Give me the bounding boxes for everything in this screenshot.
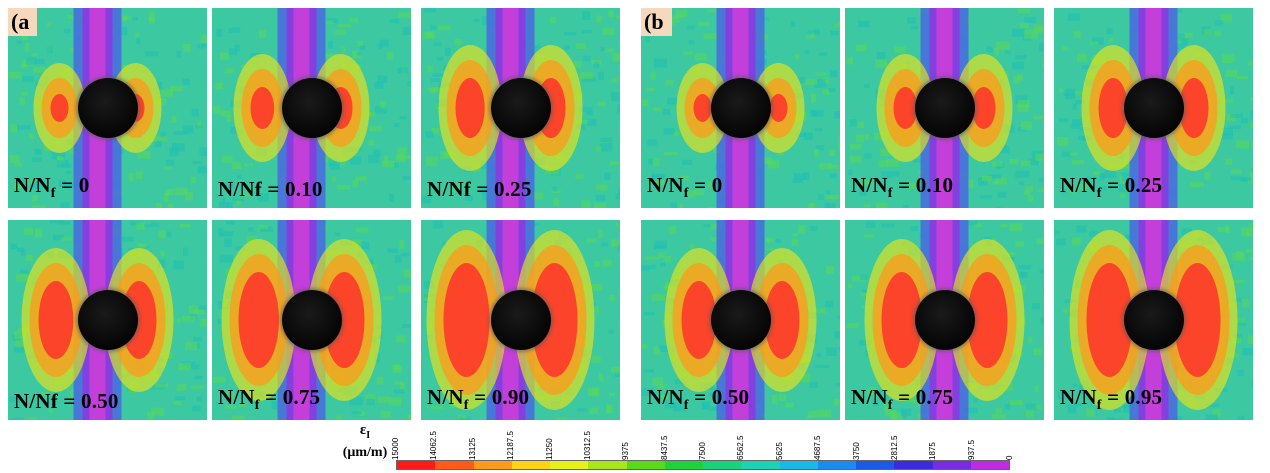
cycle-ratio-label: N/Nf = 0.75	[218, 384, 321, 413]
group-a-panel-1: N/Nf = 0	[8, 8, 207, 208]
legend-unit: (μm/m)	[342, 445, 388, 460]
cycle-ratio-label: N/Nf = 0.90	[427, 384, 530, 413]
cycle-ratio-label: N/Nf = 0.50	[14, 389, 119, 413]
legend-tick-label: 8437.5	[659, 435, 669, 460]
cycle-ratio-label: N/Nf = 0	[647, 172, 723, 201]
group-a-panel-3: N/Nf = 0.25	[421, 8, 620, 208]
legend-swatch-16	[970, 461, 1009, 469]
specimen-hole	[710, 290, 771, 350]
legend-tick-label: 3750	[851, 442, 861, 460]
legend-swatch-12	[817, 461, 856, 469]
legend-swatch-11	[779, 461, 818, 469]
cycle-ratio-label: N/Nf = 0.10	[218, 177, 323, 201]
legend-color-bar	[396, 460, 1010, 470]
legend-swatch-15	[932, 461, 971, 469]
legend-tick-label: 2812.5	[889, 435, 899, 460]
legend-tick-label: 5625	[774, 442, 784, 460]
specimen-hole	[281, 78, 342, 138]
group-b-panel-4: N/Nf = 0.50	[641, 220, 840, 420]
specimen-hole	[490, 290, 551, 350]
strain-color-legend: εI (μm/m) 15000 14062.5 13125 12187.5 11250 1…	[333, 420, 1033, 472]
specimen-hole	[914, 78, 975, 138]
legend-swatch-7	[626, 461, 665, 469]
legend-swatch-3	[473, 461, 512, 469]
specimen-hole	[490, 78, 551, 138]
legend-swatch-10	[741, 461, 780, 469]
legend-swatch-14	[894, 461, 933, 469]
legend-swatch-5	[550, 461, 589, 469]
legend-title: εI (μm/m)	[335, 422, 395, 461]
cycle-ratio-label: N/Nf = 0.50	[647, 384, 750, 413]
legend-tick-label: 13125	[467, 437, 477, 460]
legend-tick-label: 10312.5	[582, 431, 592, 460]
legend-tick-label: 11250	[544, 438, 554, 460]
cycle-ratio-label: N/Nf = 0.75	[851, 384, 954, 413]
legend-tick-label: 1875	[928, 442, 938, 460]
specimen-hole	[710, 78, 771, 138]
legend-swatch-6	[588, 461, 627, 469]
legend-tick-label: 4687.5	[813, 435, 823, 460]
group-a-panel-2: N/Nf = 0.10	[212, 8, 411, 208]
group-a-panel-4: N/Nf = 0.50	[8, 220, 207, 420]
legend-ticks: 15000 14062.5 13125 12187.5 11250 10312.5 9375…	[391, 422, 1014, 460]
legend-swatch-8	[664, 461, 703, 469]
group-b-panel-5: N/Nf = 0.75	[845, 220, 1044, 420]
specimen-hole	[77, 78, 138, 138]
group-b-panel-2: N/Nf = 0.10	[845, 8, 1044, 208]
legend-tick-label: 15000	[391, 437, 400, 460]
legend-swatch-13	[856, 461, 895, 469]
cycle-ratio-label: N/Nf = 0.95	[1060, 384, 1163, 413]
cycle-ratio-label: N/Nf = 0.25	[427, 177, 532, 201]
legend-tick-label: 7500	[698, 442, 707, 460]
group-a-panel-6: N/Nf = 0.90	[421, 220, 620, 420]
group-a-tag: (a	[8, 8, 38, 36]
cycle-ratio-label: N/Nf = 0.25	[1060, 172, 1163, 201]
legend-swatch-4	[511, 461, 550, 469]
legend-tick-label: 9375	[621, 442, 631, 460]
legend-swatch-2	[435, 461, 474, 469]
specimen-hole	[1123, 290, 1184, 350]
specimen-hole	[281, 290, 342, 350]
legend-swatch-9	[703, 461, 742, 469]
specimen-hole	[914, 290, 975, 350]
cycle-ratio-label: N/Nf = 0	[14, 172, 90, 201]
legend-tick-label: 14062.5	[429, 431, 439, 460]
legend-tick-label: 12187.5	[506, 431, 516, 460]
specimen-hole	[1123, 78, 1184, 138]
group-b-panel-6: N/Nf = 0.95	[1054, 220, 1253, 420]
legend-tick-label: 6562.5	[736, 435, 746, 460]
group-b-panel-3: N/Nf = 0.25	[1054, 8, 1253, 208]
group-a-panel-5: N/Nf = 0.75	[212, 220, 411, 420]
legend-tick-label: 937.5	[966, 439, 976, 460]
specimen-hole	[77, 290, 138, 350]
cycle-ratio-label: N/Nf = 0.10	[851, 172, 954, 201]
group-b-panel-1: N/Nf = 0	[641, 8, 840, 208]
legend-swatch-1	[397, 461, 436, 469]
group-b-tag: (b	[641, 8, 672, 36]
